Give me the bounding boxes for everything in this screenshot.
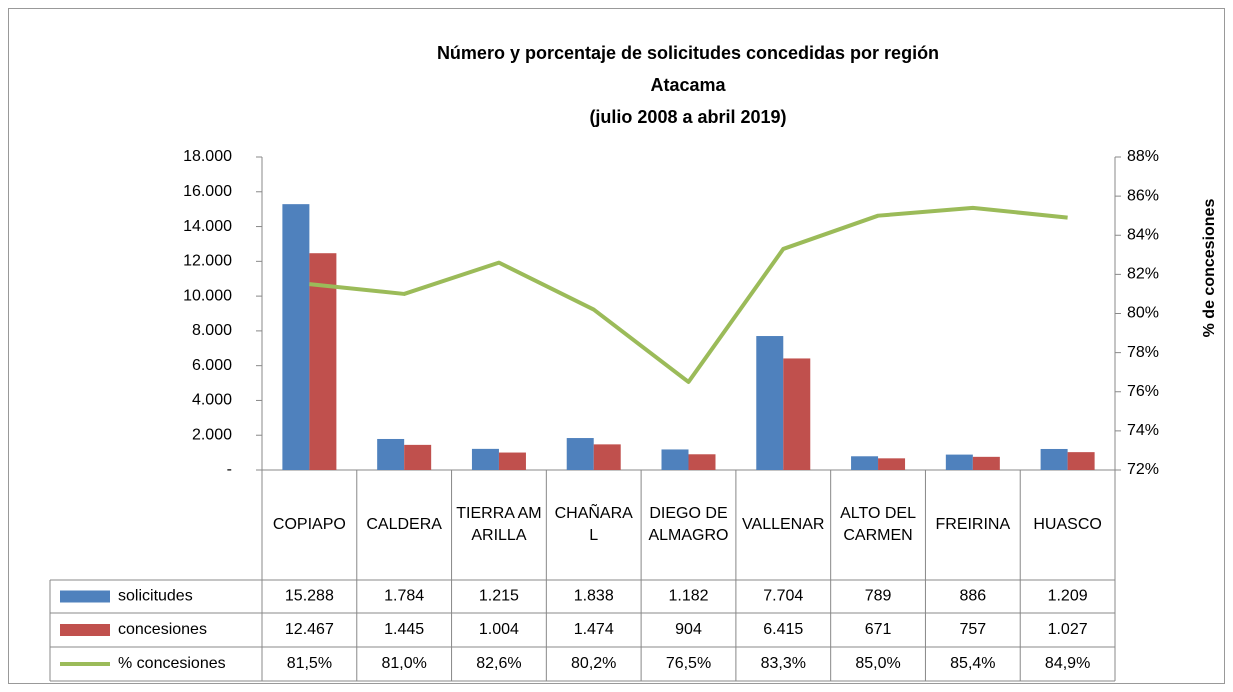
bar [566,438,594,470]
chart-title: Atacama [650,75,726,95]
y-tick-label: 8.000 [192,322,232,339]
table-value: 671 [865,621,892,638]
y2-tick-label: 76% [1127,383,1159,400]
y-tick-label: - [227,461,232,478]
table-value: 1.182 [668,588,708,605]
bar [972,456,1000,470]
bar [661,449,689,470]
y2-tick-label: 78% [1127,344,1159,361]
bar [688,454,716,470]
y-tick-label: 12.000 [183,253,232,270]
table-value: 1.004 [479,621,519,638]
table-value: 81,5% [287,655,332,672]
table-value: 85,4% [950,655,995,672]
table-value: 1.445 [384,621,424,638]
chart-title: Número y porcentaje de solicitudes conce… [437,43,939,63]
x-tick-label: HUASCO [1033,516,1102,533]
bar [945,454,973,470]
y2-tick-label: 86% [1127,187,1159,204]
x-tick-label: VALLENAR [742,516,825,533]
y-tick-label: 14.000 [183,218,232,235]
bar [282,204,310,470]
y2-tick-label: 84% [1127,226,1159,243]
bar [593,444,621,470]
category-cell: HUASCO [1033,516,1102,533]
bar [851,456,879,470]
table-value: 886 [959,588,986,605]
x-tick-label: COPIAPO [272,516,346,533]
table-value: 1.215 [479,588,519,605]
y-tick-label: 16.000 [183,183,232,200]
table-value: 1.474 [574,621,614,638]
x-tick-label: CHAÑARAL [554,505,633,544]
y2-tick-label: 80% [1127,305,1159,322]
table-value: 80,2% [571,655,616,672]
bar [1067,452,1095,470]
table-value: 1.838 [574,588,614,605]
category-cell: TIERRA AMARILLA [456,505,542,544]
bar [498,452,526,470]
x-tick-label: DIEGO DE ALMAGRO [648,505,729,544]
x-tick-label: FREIRINA [935,516,1011,533]
y-tick-label: 10.000 [183,287,232,304]
category-cell: DIEGO DE ALMAGRO [648,505,729,544]
table-value: 15.288 [285,588,334,605]
table-value: 1.027 [1048,621,1088,638]
category-cell: ALTO DEL CARMEN [840,505,916,544]
y-tick-label: 2.000 [192,426,232,443]
category-cell: CHAÑARAL [554,505,633,544]
y2-tick-label: 88% [1127,148,1159,165]
table-value: 85,0% [855,655,900,672]
category-cell: CALDERA [366,516,442,533]
table-value: 904 [675,621,702,638]
x-tick-label: ALTO DEL CARMEN [840,505,916,544]
table-value: 84,9% [1045,655,1090,672]
table-value: 1.784 [384,588,424,605]
table-value: 82,6% [476,655,521,672]
bar [1040,448,1068,470]
table-value: 12.467 [285,621,334,638]
table-value: 7.704 [763,588,803,605]
y2-tick-label: 72% [1127,461,1159,478]
table-value: 1.209 [1048,588,1088,605]
category-cell: VALLENAR [742,516,825,533]
legend-label: % concesiones [118,655,226,672]
table-value: 789 [865,588,892,605]
bar [404,444,432,470]
chart-title: (julio 2008 a abril 2019) [589,107,786,127]
legend-label: solicitudes [118,588,193,605]
y-tick-label: 18.000 [183,148,232,165]
y-tick-label: 6.000 [192,357,232,374]
x-tick-label: TIERRA AMARILLA [456,505,542,544]
y-tick-label: 4.000 [192,392,232,409]
line [309,205,1068,384]
chart-frame [8,8,1225,684]
table-value: 81,0% [381,655,426,672]
legend-key [60,590,110,603]
y2-tick-label: 74% [1127,422,1159,439]
bar [471,448,499,470]
x-tick-label: CALDERA [366,516,442,533]
bar [878,458,906,470]
category-cell: COPIAPO [272,516,346,533]
legend-label: concesiones [118,621,207,638]
bar [377,438,405,470]
y2-axis-label: % de concesiones [1201,199,1218,338]
bar [309,253,337,470]
table-value: 76,5% [666,655,711,672]
table-value: 83,3% [761,655,806,672]
table-value: 757 [959,621,986,638]
table-value: 6.415 [763,621,803,638]
bar [783,358,811,470]
legend-key [60,624,110,636]
category-cell: FREIRINA [935,516,1011,533]
bar [756,336,784,470]
y2-tick-label: 82% [1127,266,1159,283]
